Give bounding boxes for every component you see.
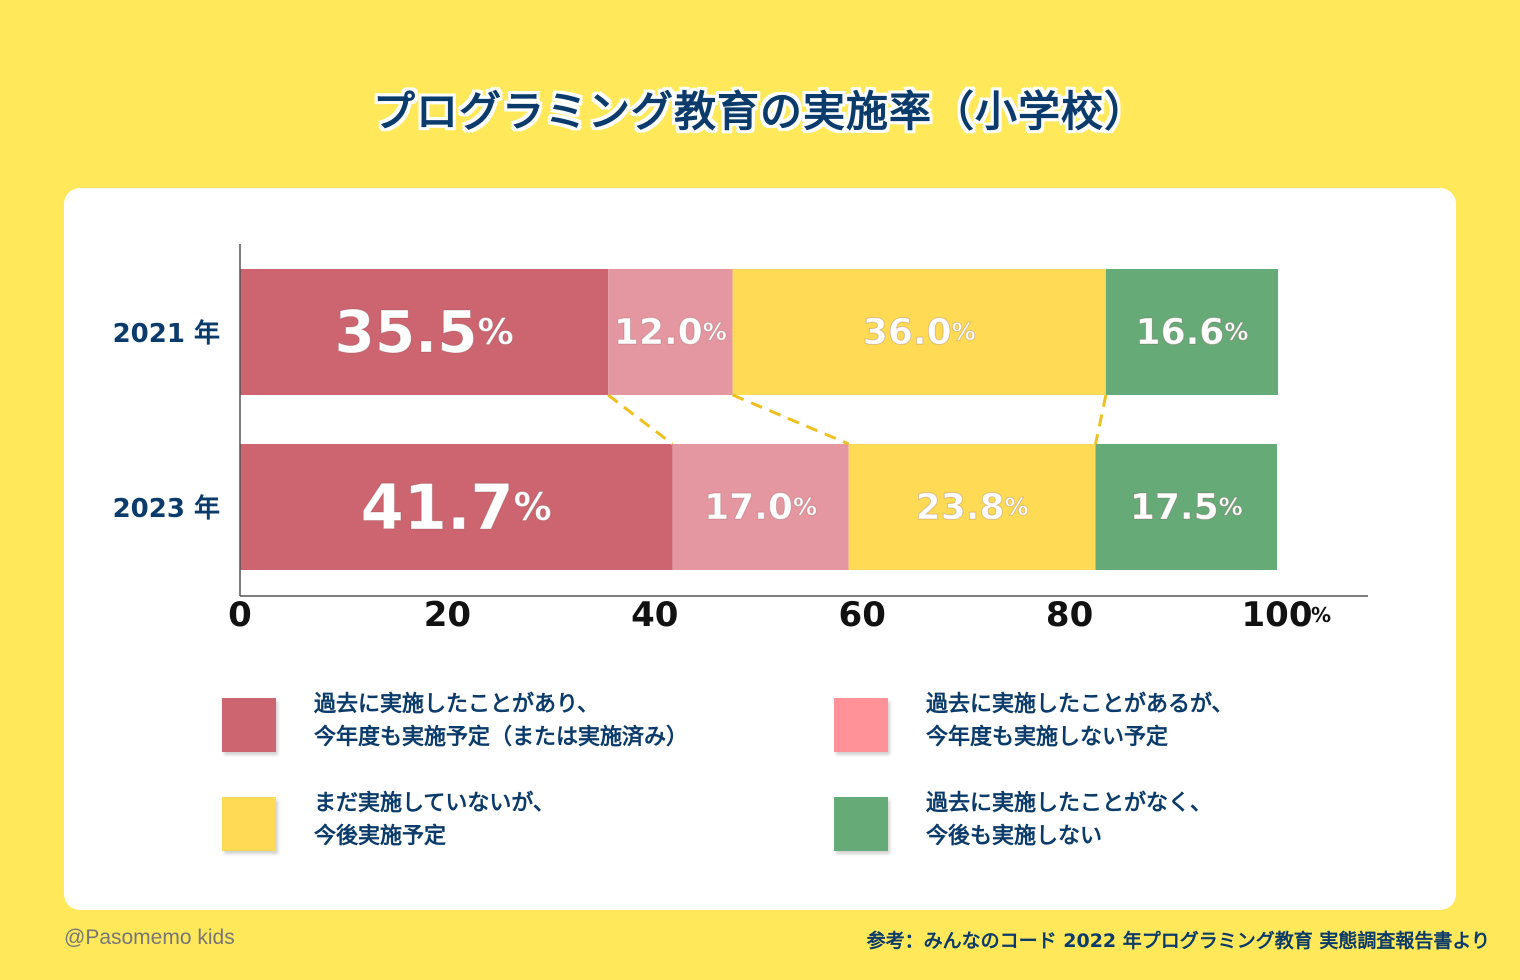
- legend-label-1-line1: 過去に実施したことがあり、: [314, 692, 600, 717]
- bar-value-label-1-4: 16.6%: [1136, 312, 1249, 353]
- legend-item-3: まだ実施していないが、 今後実施予定: [222, 787, 555, 853]
- legend-label-3-line2: 今後実施予定: [314, 824, 447, 849]
- legend-swatch-2: [834, 698, 888, 752]
- bar-segment-1-2: [608, 269, 733, 395]
- legend-label-2-line1: 過去に実施したことがあるが、: [926, 692, 1234, 717]
- legend-label-4-line2: 今後も実施しない: [926, 824, 1103, 849]
- bar-value-label-2-4: 17.5%: [1130, 487, 1243, 528]
- x-tick-label-20: 20: [424, 595, 471, 635]
- bar-value-label-2-3: 23.8%: [916, 487, 1029, 528]
- legend-label-4-line1: 過去に実施したことがなく、: [926, 791, 1213, 816]
- x-tick-label-60: 60: [839, 595, 886, 635]
- legend-label-3-line1: まだ実施していないが、: [314, 791, 555, 816]
- source-citation: 参考：みんなのコード 2022 年プログラミング教育 実態調査報告書より: [866, 930, 1490, 952]
- connector-line-2: [731, 393, 850, 446]
- bar-segment-1-1: [240, 269, 609, 395]
- legend-item-2: 過去に実施したことがあるが、 今年度も実施しない予定: [834, 688, 1234, 754]
- category-label-1: 2021 年: [113, 318, 220, 349]
- category-label-2: 2023 年: [113, 493, 220, 524]
- bar-segment-2-1: [240, 444, 673, 570]
- connector-line-1: [607, 393, 674, 446]
- bar-segment-2-4: [1095, 444, 1277, 570]
- bar-segment-1-3: [732, 269, 1106, 395]
- legend-label-2-line2: 今年度も実施しない予定: [926, 725, 1169, 750]
- legend-swatch-3: [222, 797, 276, 851]
- legend-swatch-1: [222, 698, 276, 752]
- bar-segment-2-3: [848, 444, 1096, 570]
- bar-value-label-1-3: 36.0%: [863, 312, 976, 353]
- chart-title: プログラミング教育の実施率（小学校）: [372, 87, 1147, 136]
- bar-value-label-2-1: 41.7%: [361, 471, 552, 544]
- x-tick-label-100: 100: [1242, 595, 1313, 635]
- bar-segment-2-2: [672, 444, 849, 570]
- legend-label-1-line2: 今年度も実施予定（または実施済み）: [314, 725, 689, 750]
- bar-value-label-2-2: 17.0%: [704, 487, 817, 528]
- bar-value-label-1-2: 12.0%: [614, 312, 727, 353]
- legend-item-4: 過去に実施したことがなく、 今後も実施しない: [834, 787, 1212, 853]
- x-tick-label-80: 80: [1046, 595, 1093, 635]
- bar-value-label-1-1: 35.5%: [334, 298, 513, 366]
- credit-text: @Pasomemo kids: [64, 926, 235, 949]
- legend-swatch-4: [834, 797, 888, 851]
- legend-item-1: 過去に実施したことがあり、 今年度も実施予定（または実施済み）: [222, 688, 688, 754]
- x-axis-unit: %: [1311, 603, 1331, 627]
- connector-line-3: [1094, 394, 1108, 445]
- x-tick-label-0: 0: [228, 595, 252, 635]
- bar-segment-1-4: [1105, 269, 1279, 395]
- x-tick-label-40: 40: [631, 595, 678, 635]
